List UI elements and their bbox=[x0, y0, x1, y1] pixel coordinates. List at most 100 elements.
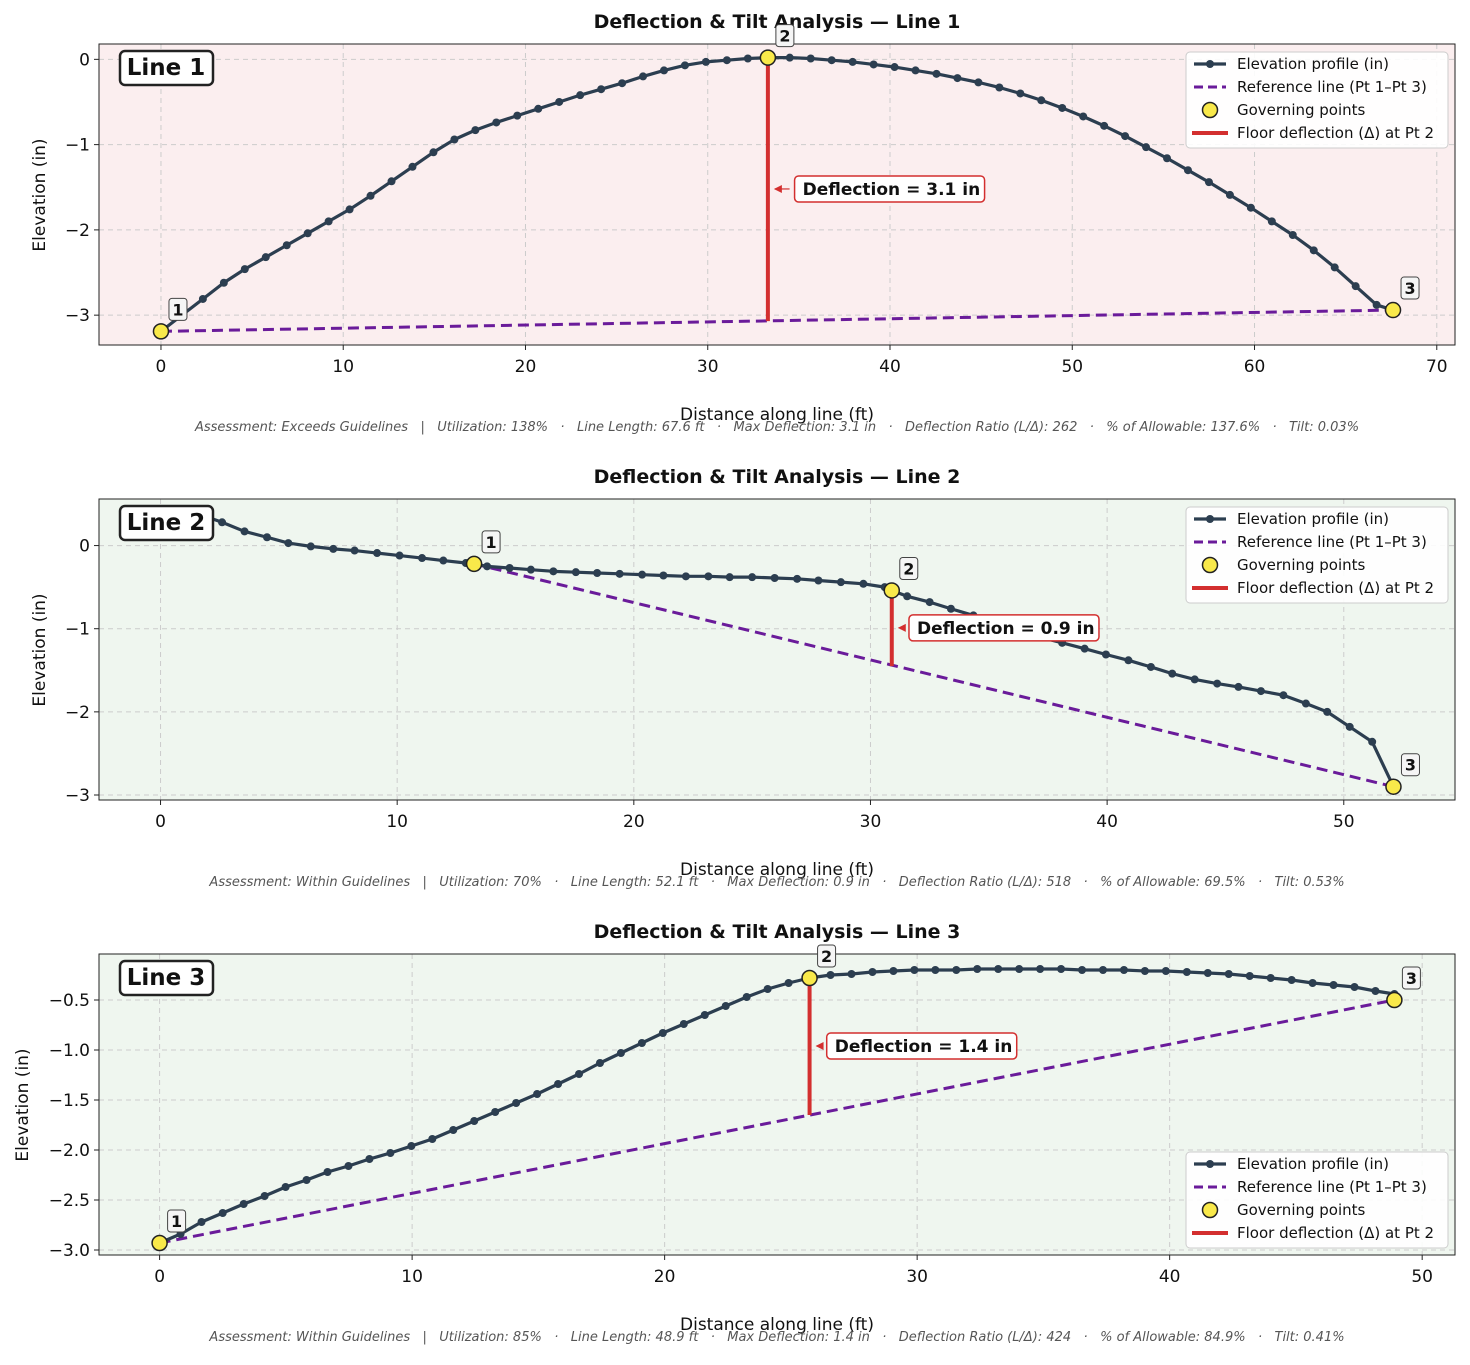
summary-footer: Assessment: Exceeds Guidelines | Utiliza… bbox=[194, 420, 1359, 435]
profile-point bbox=[1163, 154, 1172, 163]
x-tick-label: 10 bbox=[332, 357, 354, 377]
profile-point bbox=[679, 1020, 688, 1028]
legend-box bbox=[1185, 506, 1449, 604]
profile-point bbox=[395, 551, 404, 560]
line-badge-box bbox=[118, 959, 215, 997]
x-tick-label: 30 bbox=[860, 812, 882, 832]
profile-point bbox=[1078, 966, 1087, 974]
profile-point bbox=[554, 1080, 563, 1088]
profile-point bbox=[407, 1142, 416, 1150]
chart-svg: Deflection & Tilt Analysis — Line 20 10 20… bbox=[30, 466, 1456, 890]
profile-point bbox=[366, 191, 375, 200]
x-tick-label: 60 bbox=[1244, 357, 1266, 377]
profile-point bbox=[1168, 669, 1177, 678]
profile-point bbox=[1245, 972, 1254, 980]
profile-point bbox=[439, 556, 448, 565]
legend-entry: Reference line (Pt 1–Pt 3) bbox=[1237, 533, 1427, 551]
profile-point bbox=[1330, 263, 1339, 272]
profile-point bbox=[1101, 650, 1110, 659]
legend-box bbox=[1185, 1151, 1449, 1249]
legend-entry: Governing points bbox=[1237, 101, 1366, 119]
x-tick-label: 50 bbox=[1061, 357, 1083, 377]
profile-point bbox=[350, 546, 359, 555]
x-tick-label: 0 bbox=[156, 357, 167, 377]
profile-point bbox=[492, 118, 501, 127]
profile-point bbox=[931, 966, 940, 974]
profile-point bbox=[903, 592, 912, 601]
governing-point bbox=[1384, 301, 1402, 319]
deflection-arrow-head bbox=[897, 623, 906, 632]
chart-title: Deflection & Tilt Analysis — Line 1 bbox=[594, 11, 961, 33]
profile-point bbox=[281, 1183, 290, 1191]
legend-entry: Floor deflection (Δ) at Pt 2 bbox=[1237, 1224, 1434, 1242]
profile-point bbox=[827, 56, 836, 65]
legend-swatch-profile-marker bbox=[1206, 60, 1214, 68]
profile-point bbox=[1213, 679, 1222, 688]
governing-point bbox=[759, 49, 777, 66]
profile-point bbox=[1080, 644, 1089, 653]
profile-point bbox=[1225, 190, 1234, 199]
profile-point bbox=[284, 539, 293, 548]
x-tick-label: 20 bbox=[654, 1267, 676, 1287]
profile-point bbox=[1203, 969, 1212, 977]
profile-point bbox=[681, 572, 690, 581]
profile-point bbox=[701, 57, 710, 66]
profile-point bbox=[932, 69, 941, 78]
reference-line bbox=[159, 998, 1395, 1245]
profile-point bbox=[847, 970, 856, 978]
profile-point bbox=[1140, 967, 1149, 975]
profile-point bbox=[329, 544, 338, 553]
profile-point bbox=[261, 253, 270, 262]
profile-point bbox=[324, 217, 333, 226]
profile-point bbox=[1308, 979, 1317, 987]
y-tick-label: 0 bbox=[79, 537, 90, 557]
summary-footer: Assessment: Within Guidelines | Utilizat… bbox=[208, 875, 1344, 890]
profile-point bbox=[973, 965, 982, 973]
profile-point bbox=[785, 53, 794, 62]
chart-panel-line-2: Deflection & Tilt Analysis — Line 2 0 10 20… bbox=[0, 455, 1470, 910]
x-tick-label: 0 bbox=[155, 812, 166, 832]
profile-point bbox=[1279, 691, 1288, 700]
profile-point bbox=[660, 66, 668, 75]
line-badge: Line 1 bbox=[127, 55, 206, 81]
profile-point bbox=[1100, 121, 1109, 130]
profile-point bbox=[526, 565, 535, 574]
governing-point bbox=[1386, 991, 1403, 1009]
y-tick-label: −1.5 bbox=[49, 1091, 90, 1111]
chart-panel-line-3: Deflection & Tilt Analysis — Line 3 0 10 20… bbox=[0, 910, 1470, 1365]
profile-point bbox=[1119, 966, 1128, 974]
legend-swatch-points bbox=[1201, 101, 1219, 119]
profile-point bbox=[1037, 96, 1046, 105]
profile-point bbox=[597, 85, 606, 94]
plot-frame bbox=[98, 953, 1456, 1256]
profile-point bbox=[848, 57, 857, 66]
profile-point bbox=[373, 549, 382, 558]
profile-point bbox=[219, 278, 228, 287]
profile-point bbox=[1204, 178, 1213, 187]
profile-point bbox=[1142, 143, 1151, 152]
y-tick-label: −2.0 bbox=[49, 1141, 90, 1161]
chart-svg: Deflection & Tilt Analysis — Line 10 10 20… bbox=[30, 11, 1456, 435]
plot-frame bbox=[98, 498, 1456, 801]
profile-point bbox=[700, 1011, 709, 1019]
legend-entry: Governing points bbox=[1237, 556, 1366, 574]
profile-point bbox=[1287, 976, 1296, 984]
profile-point bbox=[344, 1162, 353, 1170]
y-tick-label: −1.0 bbox=[49, 1041, 90, 1061]
y-tick-label: −1 bbox=[65, 620, 90, 640]
line-badge: Line 2 bbox=[127, 510, 206, 536]
governing-point-label-box bbox=[167, 1209, 187, 1233]
profile-point bbox=[770, 573, 779, 582]
profile-point bbox=[450, 135, 459, 144]
profile-point bbox=[1057, 965, 1066, 973]
deflection-label: Deflection = 1.4 in bbox=[835, 1037, 1013, 1057]
profile-point bbox=[722, 56, 731, 65]
governing-point-label-box bbox=[1401, 966, 1421, 990]
profile-point bbox=[1182, 968, 1191, 976]
legend-entry: Elevation profile (in) bbox=[1237, 510, 1389, 528]
profile-point bbox=[748, 573, 757, 582]
profile-point bbox=[806, 54, 815, 63]
profile-point bbox=[890, 63, 899, 72]
profile-point bbox=[826, 971, 835, 979]
profile-point bbox=[721, 1002, 730, 1010]
